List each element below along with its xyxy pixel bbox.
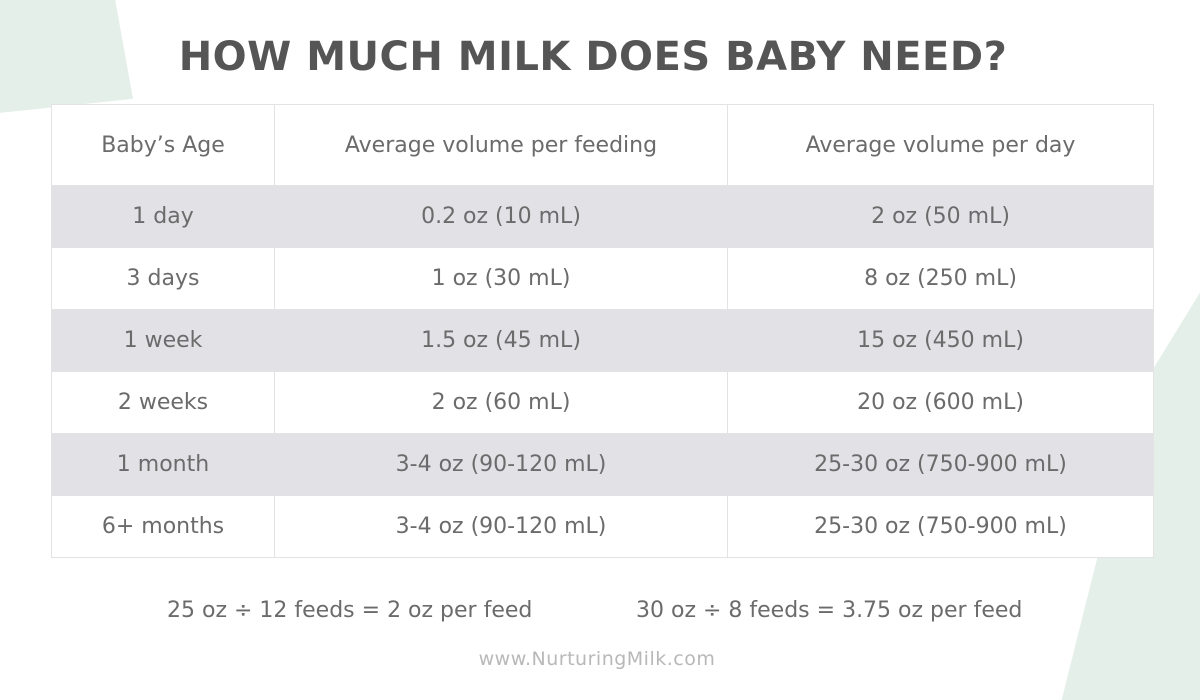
table-row: 2 weeks 2 oz (60 mL) 20 oz (600 mL) xyxy=(51,371,1154,434)
header-volume-per-feeding: Average volume per feeding xyxy=(274,104,728,186)
cell-per-day: 15 oz (450 mL) xyxy=(727,309,1154,372)
cell-age: 1 day xyxy=(51,185,275,248)
cell-age: 3 days xyxy=(51,247,275,310)
cell-age: 1 week xyxy=(51,309,275,372)
formula-example-right: 30 oz ÷ 8 feeds = 3.75 oz per feed xyxy=(636,598,1023,623)
cell-age: 1 month xyxy=(51,433,275,496)
cell-per-feeding: 2 oz (60 mL) xyxy=(274,371,728,434)
table-row: 1 week 1.5 oz (45 mL) 15 oz (450 mL) xyxy=(51,309,1154,372)
cell-age: 6+ months xyxy=(51,495,275,558)
formula-example-left: 25 oz ÷ 12 feeds = 2 oz per feed xyxy=(167,598,533,623)
cell-per-day: 8 oz (250 mL) xyxy=(727,247,1154,310)
table-row: 1 day 0.2 oz (10 mL) 2 oz (50 mL) xyxy=(51,185,1154,248)
table-row: 6+ months 3-4 oz (90-120 mL) 25-30 oz (7… xyxy=(51,495,1154,558)
cell-per-day: 2 oz (50 mL) xyxy=(727,185,1154,248)
cell-per-feeding: 3-4 oz (90-120 mL) xyxy=(274,433,728,496)
header-babys-age: Baby’s Age xyxy=(51,104,275,186)
table-header-row: Baby’s Age Average volume per feeding Av… xyxy=(51,104,1154,186)
table-row: 3 days 1 oz (30 mL) 8 oz (250 mL) xyxy=(51,247,1154,310)
table-row: 1 month 3-4 oz (90-120 mL) 25-30 oz (750… xyxy=(51,433,1154,496)
cell-per-feeding: 1.5 oz (45 mL) xyxy=(274,309,728,372)
header-volume-per-day: Average volume per day xyxy=(727,104,1154,186)
cell-per-feeding: 3-4 oz (90-120 mL) xyxy=(274,495,728,558)
background-accent-top-left xyxy=(0,0,133,115)
cell-per-day: 25-30 oz (750-900 mL) xyxy=(727,495,1154,558)
page-title: HOW MUCH MILK DOES BABY NEED? xyxy=(178,34,1008,80)
cell-per-feeding: 0.2 oz (10 mL) xyxy=(274,185,728,248)
cell-per-feeding: 1 oz (30 mL) xyxy=(274,247,728,310)
cell-per-day: 20 oz (600 mL) xyxy=(727,371,1154,434)
website-url: www.NurturingMilk.com xyxy=(478,648,716,670)
milk-volume-table: Baby’s Age Average volume per feeding Av… xyxy=(51,104,1154,558)
cell-per-day: 25-30 oz (750-900 mL) xyxy=(727,433,1154,496)
cell-age: 2 weeks xyxy=(51,371,275,434)
